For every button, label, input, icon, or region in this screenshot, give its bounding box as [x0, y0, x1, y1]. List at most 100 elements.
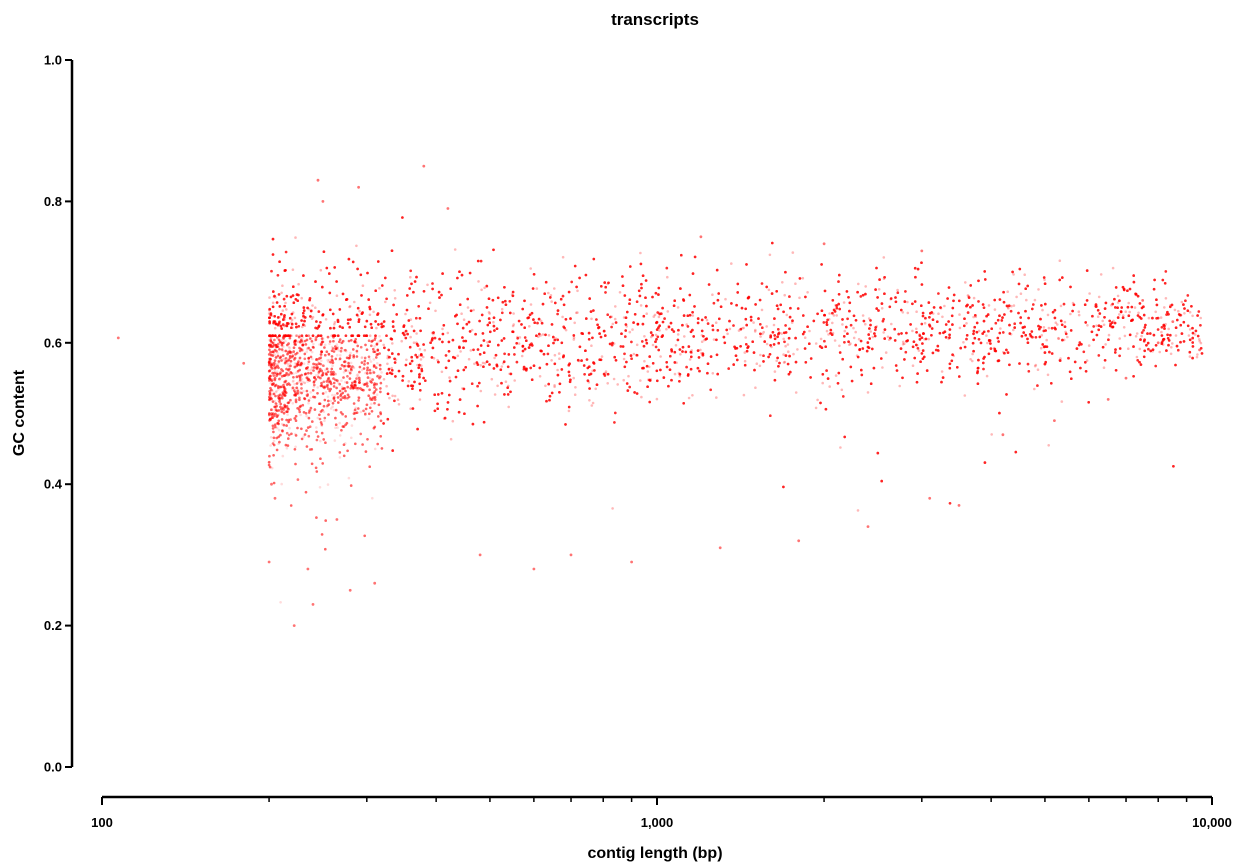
data-point	[472, 308, 475, 312]
data-point	[554, 337, 558, 340]
data-point	[839, 446, 842, 449]
data-point	[590, 344, 593, 348]
data-point	[835, 304, 839, 307]
data-point	[1135, 332, 1139, 335]
data-point	[780, 332, 783, 335]
data-point	[1158, 350, 1161, 354]
data-point	[1023, 273, 1026, 277]
data-point	[1006, 305, 1010, 309]
data-point	[368, 334, 372, 338]
data-point	[770, 345, 773, 349]
data-point	[310, 367, 314, 370]
data-point	[490, 377, 494, 381]
data-point	[277, 434, 281, 438]
data-point	[335, 343, 339, 346]
data-point	[1057, 336, 1060, 340]
data-point	[711, 293, 714, 297]
data-point	[1170, 346, 1173, 349]
data-point	[653, 313, 657, 317]
data-point	[843, 329, 847, 333]
data-point	[686, 374, 690, 377]
data-point	[291, 268, 295, 272]
data-point	[864, 285, 867, 288]
data-point	[1188, 310, 1192, 314]
data-point	[267, 414, 271, 417]
data-point	[273, 349, 276, 353]
data-point	[1127, 347, 1130, 351]
data-point	[299, 413, 302, 417]
data-point	[755, 362, 759, 366]
data-point	[794, 391, 798, 394]
data-point	[834, 303, 837, 307]
data-point	[355, 244, 358, 248]
data-point	[268, 392, 272, 395]
data-point	[269, 444, 272, 447]
data-point	[1101, 319, 1104, 323]
data-point	[622, 357, 626, 361]
data-point	[339, 395, 343, 399]
data-point	[666, 310, 670, 313]
data-point	[305, 414, 308, 418]
data-point	[1196, 353, 1199, 356]
data-point	[985, 334, 988, 337]
chart-title: transcripts	[611, 10, 699, 29]
data-point	[1047, 326, 1051, 330]
data-point	[612, 377, 616, 381]
data-point	[388, 396, 391, 400]
data-point	[679, 353, 682, 356]
data-point	[1033, 364, 1037, 368]
data-point	[814, 406, 818, 410]
data-point	[269, 336, 272, 339]
data-point	[381, 284, 384, 287]
data-point	[821, 381, 824, 385]
data-point	[1154, 310, 1157, 314]
data-point	[409, 335, 412, 339]
data-point	[294, 445, 297, 449]
data-point	[367, 417, 371, 421]
data-point	[835, 314, 838, 317]
data-point	[272, 383, 276, 386]
data-point	[274, 363, 278, 366]
data-point	[334, 373, 338, 376]
data-point	[724, 297, 727, 301]
data-point	[496, 384, 499, 388]
data-point	[483, 362, 487, 365]
data-point	[268, 309, 271, 312]
data-point	[307, 307, 311, 311]
data-point	[1104, 343, 1107, 346]
data-point	[430, 331, 434, 335]
data-point	[761, 332, 764, 336]
data-point	[1151, 350, 1154, 353]
data-point	[483, 286, 486, 290]
data-point	[1058, 358, 1061, 362]
data-point	[286, 362, 290, 366]
data-point	[539, 319, 543, 323]
data-point	[646, 370, 650, 373]
data-point	[590, 317, 593, 321]
data-point	[1054, 321, 1058, 325]
data-point	[1025, 298, 1028, 302]
data-point	[1012, 273, 1015, 276]
data-point	[700, 334, 704, 337]
data-point	[431, 336, 435, 340]
data-point	[677, 371, 681, 375]
data-point	[1077, 310, 1081, 314]
data-point	[331, 372, 334, 375]
points-layer	[116, 164, 1204, 627]
data-point	[280, 396, 283, 399]
data-point	[306, 380, 309, 383]
data-point	[268, 334, 272, 338]
data-point	[814, 342, 818, 345]
data-point	[941, 315, 944, 319]
data-point	[293, 316, 297, 320]
data-point	[409, 275, 412, 279]
data-point	[1123, 334, 1127, 338]
data-point	[334, 426, 337, 430]
data-point	[368, 313, 372, 317]
data-point	[292, 379, 295, 383]
data-point	[544, 384, 547, 388]
data-point	[1102, 366, 1106, 370]
data-point	[271, 366, 275, 370]
data-point	[861, 314, 865, 317]
